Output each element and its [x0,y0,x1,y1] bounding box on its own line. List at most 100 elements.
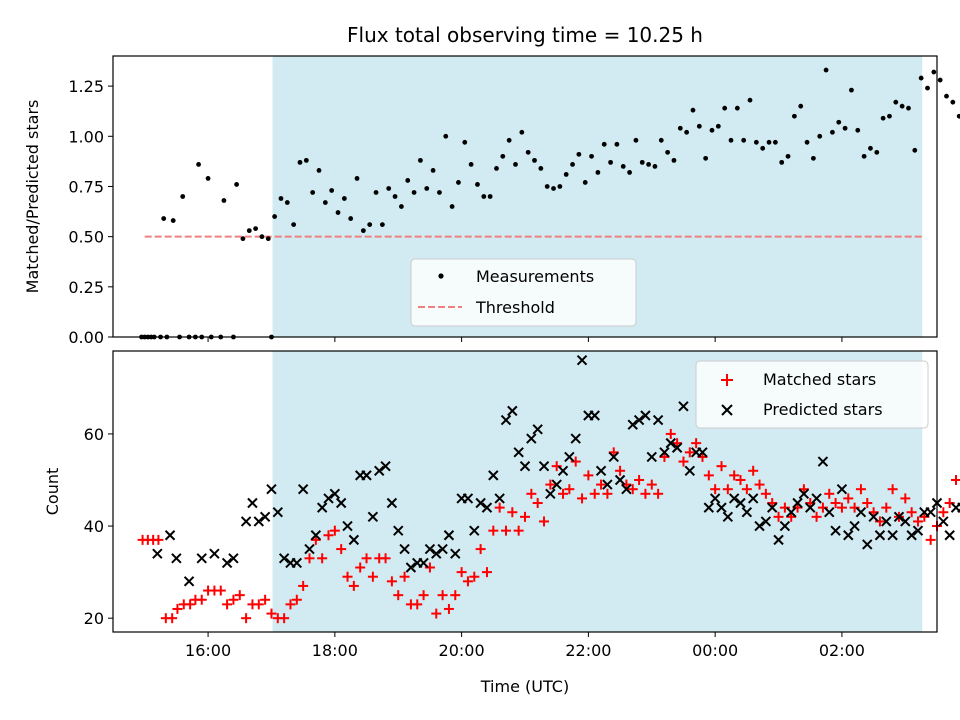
predicted-star-point-b [481,502,493,513]
measurement-point [475,182,480,187]
matched-star-point [824,488,835,499]
predicted-star-point-b [367,511,379,523]
predicted-star-point [589,410,600,421]
measurement-point [823,67,829,73]
measurement-point [525,149,531,155]
matched-star-point [938,507,949,518]
measurement-point [246,228,252,234]
predicted-star-point [912,525,924,536]
predicted-star-point-b [862,539,873,550]
matched-star-point [481,567,492,578]
predicted-star-point [374,465,385,476]
measurement-point [341,196,347,201]
predicted-star-point-b [361,470,372,481]
predicted-star-point [836,483,848,495]
matched-star-point [836,502,847,513]
predicted-star-point-b [500,414,512,426]
predicted-star-point-b [557,465,569,476]
matched-star-point [355,562,366,573]
matched-star-point [386,576,397,587]
measurement-point [880,115,886,121]
predicted-star-point-b [310,530,322,541]
predicted-star-point-b [589,410,600,421]
predicted-star-point [893,511,905,523]
top-legend-box [410,258,637,327]
predicted-star-point [779,520,791,532]
measurement-point [601,141,607,147]
measurement-point [906,105,911,111]
matched-star-point [735,474,746,485]
predicted-star-point-b [221,557,233,569]
matched-star-point [843,493,854,504]
predicted-star-point-b [437,543,448,555]
predicted-star-point-b [507,405,518,417]
predicted-star-point [621,483,632,495]
measurement-point [671,157,677,163]
measurement-point [379,222,385,228]
matched-star-point [304,553,315,564]
matched-star-point [900,493,911,504]
predicted-star-point-b [684,465,696,476]
measurement-point [677,125,683,131]
predicted-star-point [874,530,886,541]
matched-star-point [520,511,530,522]
top-y-tick-label: 0.25 [68,278,104,297]
predicted-star-point [805,502,816,513]
matched-star-point [317,553,328,564]
predicted-star-point-b [608,451,619,463]
predicted-star-point [646,451,657,463]
predicted-star-point-b [564,451,575,463]
predicted-star-point [399,543,410,555]
measurement-point [494,166,499,171]
bottom-x-tick-label: 00:00 [692,641,738,660]
predicted-star-point [462,493,474,504]
measurement-point [861,153,867,159]
measurement-point [449,204,455,209]
top-y-tick-label: 0.00 [68,328,104,347]
legend-matched-label: Matched stars [763,370,876,389]
predicted-star-point-b [443,530,455,541]
predicted-star-point [475,497,486,509]
measurement-point [620,163,626,169]
matched-star-point [634,474,645,485]
legend-predicted-label: Predicted stars [763,400,883,419]
predicted-star-point-b [164,530,176,541]
predicted-star-point-b [526,433,537,444]
predicted-star-point-b [760,516,772,527]
measurement-point [348,216,354,221]
matched-star-point [944,498,955,509]
matched-star-point [684,447,695,458]
predicted-star-point-b [741,507,753,518]
predicted-star-point-b [874,530,886,541]
measurement-point [303,157,309,163]
predicted-star-point [171,553,182,564]
measurement-point [589,153,594,159]
predicted-star-point-b [393,525,404,536]
measurement-point [690,107,696,113]
predicted-star-point [881,516,892,527]
matched-star-point [488,525,499,536]
measurement-point [513,161,518,167]
predicted-star-point-b [602,479,613,490]
predicted-star-point-b [348,534,360,546]
measurement-point [544,184,550,189]
measurement-point [316,168,322,173]
matched-star-point [342,571,353,582]
measurement-point [912,147,918,153]
measurement-point [170,218,176,223]
predicted-star-point [519,460,531,472]
measurement-point [899,103,905,109]
matched-star-point [399,571,410,582]
legend-measurements-label: Measurements [476,267,594,286]
predicted-star-point-b [703,502,715,513]
matched-star-point [215,585,226,596]
predicted-star-point-b [836,483,848,495]
measurement-point [582,180,588,185]
measurement-point [855,127,861,133]
measurement-point [310,190,316,195]
measurement-point [893,99,899,105]
matched-star-point [329,525,340,536]
predicted-star-point [500,414,512,426]
measurement-point [196,161,201,167]
bottom-y-tick-label: 40 [84,517,104,536]
